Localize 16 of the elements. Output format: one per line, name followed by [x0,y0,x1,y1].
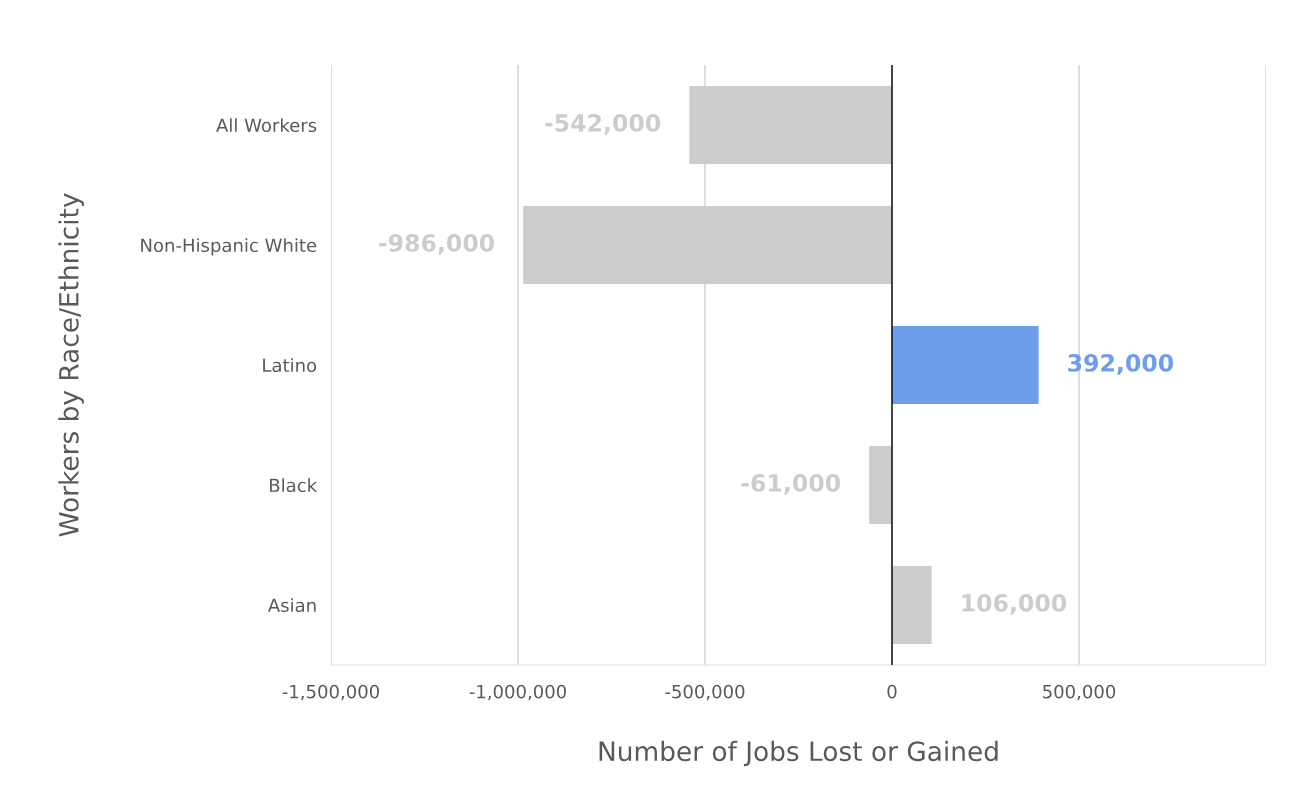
x-tick-label: -1,500,000 [282,684,379,701]
y-tick-label: Black [270,478,318,493]
bar [869,446,892,524]
x-axis-title: Number of Jobs Lost or Gained [599,740,998,767]
y-tick-label: All Workers [216,118,317,133]
y-tick-label: Asian [267,598,316,613]
y-tick-label: Latino [263,358,317,373]
y-axis-title: Workers by Race/Ethnicity [58,193,84,537]
x-tick-label: -500,000 [665,684,745,701]
x-tick-label: 500,000 [1043,684,1116,701]
x-tick-label: -1,000,000 [469,684,566,701]
x-tick-label: 0 [887,684,897,699]
data-label: 392,000 [1068,353,1174,375]
bar [892,566,932,644]
bar [892,326,1039,404]
y-tick-label: Non-Hispanic White [141,238,317,256]
